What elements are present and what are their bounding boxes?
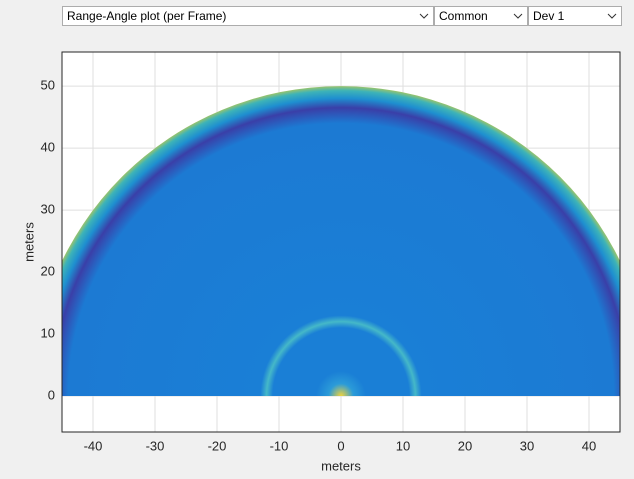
plot-select-text: Range-Angle plot (per Frame) xyxy=(67,9,227,23)
x-tick-label: -40 xyxy=(84,438,103,453)
y-tick-label: 10 xyxy=(41,325,55,340)
y-tick-label: 20 xyxy=(41,264,55,279)
device-select[interactable]: Dev 1 xyxy=(528,6,622,26)
mode-select[interactable]: Common xyxy=(434,6,528,26)
y-tick-label: 40 xyxy=(41,140,55,155)
x-axis-label: meters xyxy=(321,458,361,473)
device-select-text: Dev 1 xyxy=(533,9,565,23)
chevron xyxy=(607,13,617,19)
plot-select[interactable]: Range-Angle plot (per Frame) xyxy=(62,6,434,26)
x-tick-label: 10 xyxy=(396,438,410,453)
y-tick-label: 0 xyxy=(48,387,55,402)
mode-select-text: Common xyxy=(439,9,488,23)
x-tick-label: 40 xyxy=(582,438,596,453)
axes-box xyxy=(61,51,621,433)
chevron xyxy=(513,13,523,19)
x-tick-label: 30 xyxy=(520,438,534,453)
y-tick-label: 50 xyxy=(41,78,55,93)
chevron xyxy=(419,13,429,19)
x-tick-label: -20 xyxy=(208,438,227,453)
x-tick-label: -10 xyxy=(270,438,289,453)
heatmap xyxy=(62,86,620,396)
y-axis-label: meters xyxy=(21,222,36,262)
x-tick-label: 20 xyxy=(458,438,472,453)
x-tick-label: 0 xyxy=(337,438,344,453)
y-tick-label: 30 xyxy=(41,202,55,217)
x-tick-label: -30 xyxy=(146,438,165,453)
